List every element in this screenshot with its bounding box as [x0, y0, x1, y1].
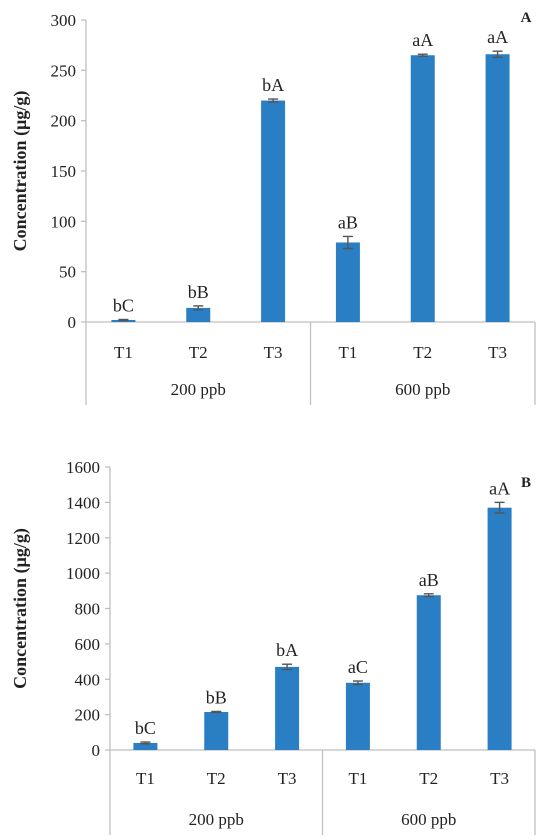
bar-data-label: bB: [188, 282, 209, 302]
bar-data-label: bB: [206, 687, 227, 707]
bar-data-label: bC: [135, 718, 156, 738]
y-tick-label: 0: [92, 741, 101, 760]
y-tick-label: 1400: [66, 493, 100, 512]
x-category-label: T1: [348, 769, 367, 788]
bar-data-label: aA: [487, 27, 508, 47]
bar-data-label: aA: [489, 478, 510, 498]
y-tick-label: 400: [75, 670, 101, 689]
x-category-label: T2: [419, 769, 438, 788]
x-category-label: T3: [488, 343, 507, 362]
x-category-label: T3: [278, 769, 297, 788]
x-category-label: T2: [207, 769, 226, 788]
y-axis-title: Concentration (µg/g): [10, 528, 31, 689]
x-category-label: T2: [189, 343, 208, 362]
bar-data-label: aB: [419, 570, 439, 590]
x-category-label: T1: [338, 343, 357, 362]
x-group-label: 600 ppb: [401, 810, 456, 829]
x-category-label: T3: [490, 769, 509, 788]
bar: [416, 595, 441, 750]
bar: [186, 307, 211, 322]
bar: [345, 682, 370, 750]
bar-data-label: bA: [276, 640, 298, 660]
chart-panel-a: 0 50 100 150 200 250 300 Concentration (µg/g) Ab…: [10, 10, 536, 405]
bar: [261, 100, 286, 323]
y-tick-label: 1600: [66, 458, 100, 477]
bar-data-label: bA: [262, 75, 284, 95]
x-category-label: T3: [264, 343, 283, 362]
bar: [275, 666, 300, 750]
bar: [204, 711, 229, 750]
chart-panel-b: 0 200 400 600 800 1000 1200 1400 1600 Concentrati…: [10, 458, 536, 835]
x-category-label: T1: [136, 769, 155, 788]
bar-data-label: aB: [338, 212, 358, 232]
y-tick-label: 200: [51, 112, 77, 131]
bar-data-label: aA: [412, 30, 433, 50]
y-tick-label: 200: [75, 706, 101, 725]
panel-label: A: [521, 10, 532, 26]
y-tick-label: 100: [51, 212, 77, 231]
y-tick-label: 250: [51, 61, 77, 80]
bar: [133, 742, 158, 750]
y-tick-label: 1200: [66, 529, 100, 548]
bar: [335, 242, 360, 322]
y-tick-label: 150: [51, 162, 77, 181]
y-tick-label: 600: [75, 635, 101, 654]
y-tick-label: 300: [51, 11, 77, 30]
y-tick-label: 1000: [66, 564, 100, 583]
x-category-label: T2: [413, 343, 432, 362]
x-group-label: 200 ppb: [171, 380, 226, 399]
bar: [487, 507, 512, 750]
x-category-label: T1: [114, 343, 133, 362]
y-tick-label: 800: [75, 600, 101, 619]
bar: [485, 54, 510, 323]
y-tick-label: 0: [68, 313, 77, 332]
bar: [410, 55, 435, 322]
y-tick-label: 50: [59, 263, 76, 282]
y-axis-title: Concentration (µg/g): [10, 91, 31, 252]
panel-label: B: [521, 475, 531, 491]
x-group-label: 600 ppb: [395, 380, 450, 399]
bar-data-label: aC: [348, 657, 368, 677]
x-group-label: 200 ppb: [189, 810, 244, 829]
bar-data-label: bC: [113, 295, 134, 315]
